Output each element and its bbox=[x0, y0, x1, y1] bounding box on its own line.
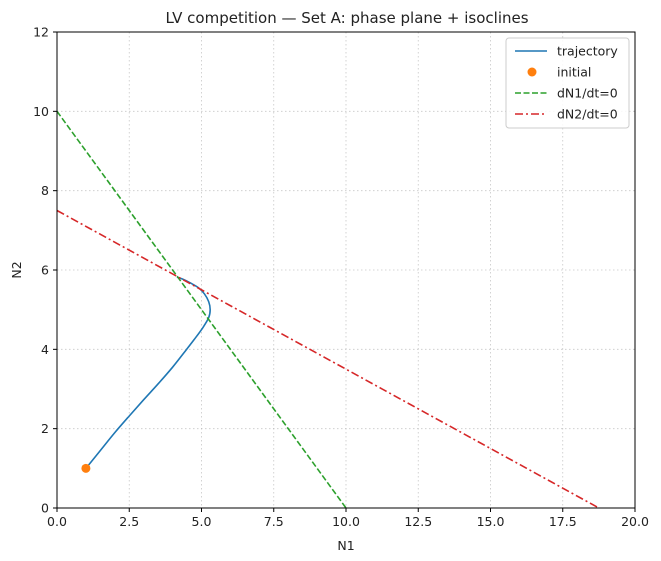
x-tick-label: 5.0 bbox=[192, 514, 212, 529]
series-dn1-dt-0-line bbox=[56, 110, 347, 509]
x-tick-label: 7.5 bbox=[264, 514, 284, 529]
x-tick-label: 10.0 bbox=[332, 514, 360, 529]
legend-label-trajectory: trajectory bbox=[557, 44, 618, 59]
x-tick-label: 17.5 bbox=[549, 514, 577, 529]
y-axis-label: N2 bbox=[9, 261, 24, 278]
legend-box bbox=[505, 37, 630, 129]
y-tick-label: 4 bbox=[41, 342, 49, 357]
legend-label-dn1-dt-0: dN1/dt=0 bbox=[557, 86, 618, 101]
chart-title: LV competition — Set A: phase plane + is… bbox=[165, 9, 528, 27]
y-tick-label: 12 bbox=[33, 25, 49, 40]
series-dn2-dt-0-line bbox=[56, 209, 600, 509]
legend-swatch-initial bbox=[527, 67, 537, 77]
series-initial-point bbox=[81, 463, 91, 473]
x-tick-label: 20.0 bbox=[621, 514, 649, 529]
y-tick-label: 0 bbox=[41, 501, 49, 516]
y-tick-label: 6 bbox=[41, 263, 49, 278]
legend-label-initial: initial bbox=[557, 65, 591, 80]
x-axis-label: N1 bbox=[337, 538, 354, 553]
x-tick-label: 15.0 bbox=[477, 514, 505, 529]
legend: trajectory initial dN1/dt=0 dN2/dt=0 bbox=[505, 37, 630, 129]
y-tick-label: 8 bbox=[41, 183, 49, 198]
x-tick-label: 2.5 bbox=[119, 514, 139, 529]
x-tick-label: 0.0 bbox=[47, 514, 67, 529]
x-tick-label: 12.5 bbox=[404, 514, 432, 529]
y-tick-label: 10 bbox=[33, 104, 49, 119]
legend-label-dn2-dt-0: dN2/dt=0 bbox=[557, 107, 618, 122]
series-layer bbox=[56, 110, 600, 509]
y-tick-label: 2 bbox=[41, 421, 49, 436]
axis-ticks: 0.0 2.5 5.0 7.5 10.0 12.5 15.0 17.5 20.0 0 2 4 6 8 10 1… bbox=[33, 25, 649, 530]
